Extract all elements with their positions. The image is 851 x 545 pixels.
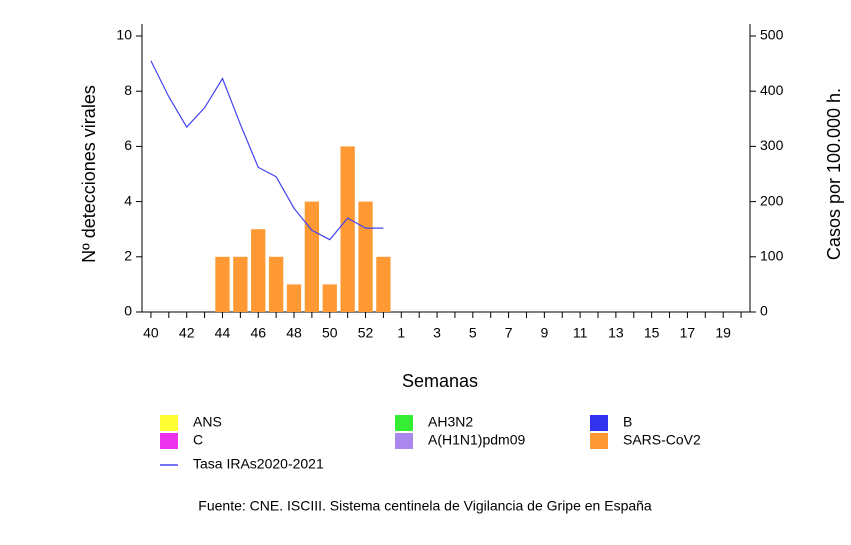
y-tick-label: 0	[124, 303, 132, 319]
y2-tick-label: 200	[760, 192, 784, 208]
y-tick-label: 10	[116, 27, 132, 43]
y2-tick-label: 400	[760, 82, 784, 98]
y2-tick-label: 300	[760, 137, 784, 153]
bar	[358, 201, 373, 312]
y2-tick-label: 0	[760, 303, 768, 319]
bar	[340, 146, 355, 312]
x-tick-label: 19	[715, 325, 731, 341]
x-tick-label: 17	[680, 325, 696, 341]
x-tick-label: 3	[433, 325, 441, 341]
x-tick-label: 7	[505, 325, 513, 341]
legend-swatch	[160, 415, 178, 431]
y-tick-label: 4	[124, 192, 132, 208]
x-axis-title: Semanas	[402, 371, 478, 391]
legend-swatch	[395, 415, 413, 431]
legend-swatch	[590, 415, 608, 431]
legend-label: SARS-CoV2	[623, 432, 701, 448]
x-tick-label: 44	[215, 325, 231, 341]
legend-swatch	[395, 433, 413, 449]
x-tick-label: 42	[179, 325, 195, 341]
x-tick-label: 46	[250, 325, 266, 341]
bar	[376, 256, 391, 312]
bar	[233, 256, 248, 312]
y-tick-label: 6	[124, 137, 132, 153]
y-tick-label: 2	[124, 248, 132, 264]
source: Fuente: CNE. ISCIII. Sistema centinela d…	[198, 498, 652, 514]
bar	[286, 284, 302, 312]
y-axis-title: Nº detecciones virales	[79, 85, 99, 263]
y2-axis-title: Casos por 100.000 h.	[824, 88, 844, 260]
legend-label: C	[193, 432, 203, 448]
line	[150, 60, 384, 241]
legend-label: A(H1N1)pdm09	[428, 432, 525, 448]
x-tick-label: 50	[322, 325, 338, 341]
x-tick-label: 1	[397, 325, 405, 341]
legend-label: B	[623, 414, 632, 430]
x-tick-label: 9	[540, 325, 548, 341]
bar	[304, 201, 320, 312]
x-tick-label: 15	[644, 325, 660, 341]
x-tick-label: 5	[469, 325, 477, 341]
bar	[268, 256, 284, 312]
legend-swatch	[590, 433, 608, 449]
y2-tick-label: 500	[760, 27, 784, 43]
legend-swatch	[160, 433, 178, 449]
bar	[322, 284, 337, 312]
y2-tick-label: 100	[760, 248, 784, 264]
x-tick-label: 52	[358, 325, 374, 341]
x-tick-label: 13	[608, 325, 624, 341]
x-tick-label: 40	[143, 325, 159, 341]
bar	[251, 229, 266, 312]
legend-label: Tasa IRAs2020-2021	[193, 456, 324, 472]
legend-label: ANS	[193, 414, 222, 430]
legend-label: AH3N2	[428, 414, 473, 430]
x-tick-label: 48	[286, 325, 302, 341]
bar	[215, 256, 230, 312]
y-tick-label: 8	[124, 82, 132, 98]
x-tick-label: 11	[573, 325, 588, 341]
